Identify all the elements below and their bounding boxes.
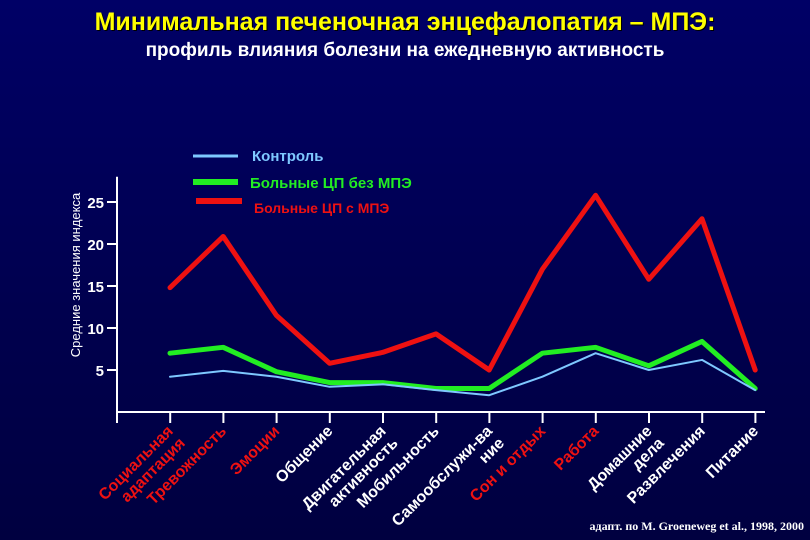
legend-label-cirrhosis_no_mhe: Больные ЦП без МПЭ <box>250 175 412 192</box>
chart-axes: 5 10 15 20 25 <box>87 176 765 423</box>
legend-label-cirrhosis_mhe: Больные ЦП с МПЭ <box>254 200 389 216</box>
y-tick-label: 10 <box>87 321 104 338</box>
y-tick-label: 15 <box>87 279 104 296</box>
source-citation: адапт. по M. Groeneweg et al., 1998, 200… <box>589 519 804 533</box>
y-axis-label: Средние значения индекса <box>68 192 83 357</box>
x-tick-label: Питание <box>703 423 762 482</box>
series-line-cirrhosis_no_mhe <box>167 338 758 391</box>
chart-series-lines <box>167 192 758 397</box>
x-tick-label-line: Эмоции <box>227 423 283 479</box>
series-line-control <box>169 352 757 397</box>
x-tick-label-line: Работа <box>551 423 602 474</box>
page-subtitle: профиль влияния болезни на ежедневную ак… <box>145 40 665 61</box>
series-line-cirrhosis_mhe <box>167 192 758 373</box>
chart-legend: Контроль Больные ЦП без МПЭ Больные ЦП с М… <box>193 148 412 216</box>
y-tick-label: 5 <box>96 363 104 380</box>
x-tick-label-line: Самообслужи-ва <box>389 423 496 530</box>
y-tick-label: 25 <box>87 195 104 212</box>
legend-label-control: Контроль <box>252 148 323 165</box>
y-tick-label: 20 <box>87 237 104 254</box>
page-title: Минимальная печеночная энцефалопатия – М… <box>94 8 716 36</box>
x-tick-label: Работа <box>551 423 602 474</box>
x-tick-label-line: Питание <box>703 423 762 482</box>
x-tick-label: Эмоции <box>227 423 283 479</box>
